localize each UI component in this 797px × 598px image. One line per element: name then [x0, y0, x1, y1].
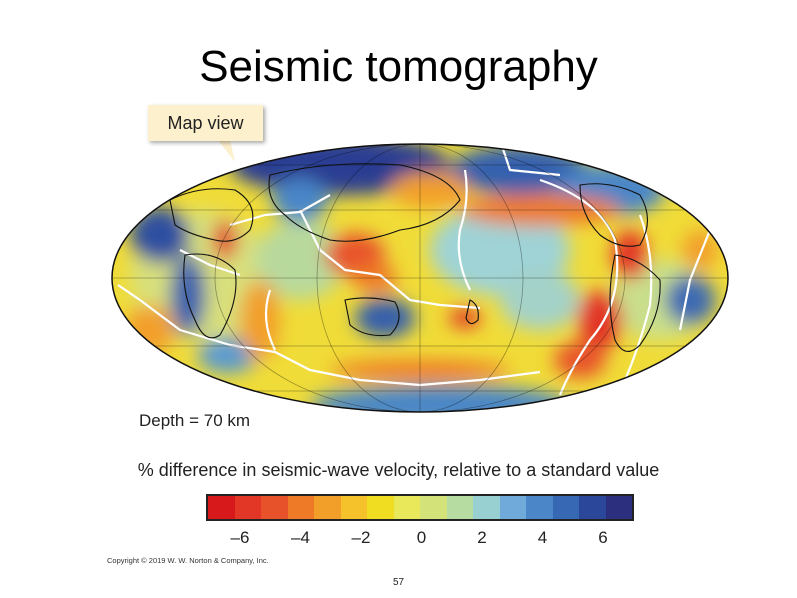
colorbar-swatch — [367, 496, 394, 519]
coastlines — [169, 163, 661, 352]
colorbar-swatch — [420, 496, 447, 519]
colorbar-swatch — [579, 496, 606, 519]
colorbar-title: % difference in seismic-wave velocity, r… — [137, 460, 660, 480]
velocity-anomaly-field — [112, 144, 728, 412]
colorbar-swatch — [208, 496, 235, 519]
colorbar-swatch — [473, 496, 500, 519]
graticule — [112, 144, 728, 412]
colorbar-tick-label: 0 — [416, 528, 427, 547]
colorbar-tick-label: 6 — [598, 528, 608, 547]
colorbar-swatch — [393, 496, 420, 519]
colorbar-swatch — [446, 496, 473, 519]
colorbar-swatch — [526, 496, 553, 519]
depth-label: Depth = 70 km — [139, 411, 251, 430]
slide-title: Seismic tomography — [199, 42, 598, 91]
colorbar-swatch — [261, 496, 288, 519]
colorbar-swatch — [234, 496, 261, 519]
colorbar-tick-label: –4 — [291, 528, 310, 547]
plate-boundaries — [117, 144, 712, 396]
colorbar-swatch — [552, 496, 579, 519]
colorbar-tick-label: 4 — [537, 528, 548, 547]
globe-outline — [111, 143, 729, 413]
colorbar-swatch — [340, 496, 367, 519]
colorbar-swatch — [605, 496, 632, 519]
colorbar-tick-label: 2 — [477, 528, 487, 547]
page-number: 57 — [392, 577, 405, 588]
velocity-colorbar — [206, 494, 634, 521]
colorbar-swatch — [314, 496, 341, 519]
callout-label: Map view — [167, 113, 244, 133]
colorbar-tick-label: –2 — [351, 528, 371, 547]
colorbar-swatch — [287, 496, 314, 519]
copyright-notice: Copyright © 2019 W. W. Norton & Company,… — [107, 556, 269, 565]
map-view-callout: Map view — [148, 105, 263, 141]
colorbar-tick-label: –6 — [230, 528, 250, 547]
callout-pointer — [218, 140, 235, 162]
colorbar-swatch — [499, 496, 526, 519]
